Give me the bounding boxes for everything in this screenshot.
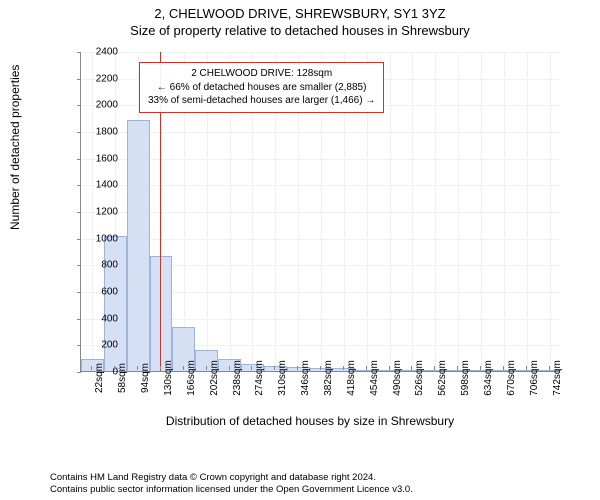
x-tick-mark	[389, 366, 390, 370]
gridline-v	[481, 52, 482, 371]
y-tick-label: 1800	[84, 127, 118, 138]
x-tick-label: 634sqm	[483, 360, 494, 396]
y-tick-label: 2400	[84, 47, 118, 58]
y-tick-mark	[77, 292, 81, 293]
x-tick-mark	[137, 366, 138, 370]
footer-line-2: Contains public sector information licen…	[50, 484, 413, 496]
gridline-v	[550, 52, 551, 371]
x-tick-label: 742sqm	[552, 360, 563, 396]
y-tick-mark	[77, 345, 81, 346]
x-tick-label: 706sqm	[529, 360, 540, 396]
x-tick-label: 454sqm	[369, 360, 380, 396]
gridline-v	[527, 52, 528, 371]
x-tick-mark	[206, 366, 207, 370]
y-tick-label: 800	[84, 260, 118, 271]
y-tick-mark	[77, 372, 81, 373]
gridline-v	[412, 52, 413, 371]
x-tick-label: 274sqm	[254, 360, 265, 396]
x-tick-mark	[114, 366, 115, 370]
x-tick-label: 598sqm	[460, 360, 471, 396]
y-axis-label: Number of detached properties	[8, 65, 22, 230]
x-tick-label: 382sqm	[323, 360, 334, 396]
y-tick-mark	[77, 185, 81, 186]
x-tick-label: 346sqm	[300, 360, 311, 396]
y-tick-mark	[77, 52, 81, 53]
chart-container: 2 CHELWOOD DRIVE: 128sqm ← 66% of detach…	[50, 46, 570, 426]
y-tick-mark	[77, 105, 81, 106]
gridline-v	[435, 52, 436, 371]
x-tick-label: 202sqm	[209, 360, 220, 396]
x-tick-mark	[503, 366, 504, 370]
x-tick-mark	[251, 366, 252, 370]
x-tick-label: 418sqm	[346, 360, 357, 396]
annotation-line-2: ← 66% of detached houses are smaller (2,…	[148, 81, 375, 95]
x-tick-label: 490sqm	[392, 360, 403, 396]
x-tick-mark	[480, 366, 481, 370]
y-tick-label: 400	[84, 313, 118, 324]
annotation-box: 2 CHELWOOD DRIVE: 128sqm ← 66% of detach…	[139, 62, 384, 113]
chart-plot-area: 2 CHELWOOD DRIVE: 128sqm ← 66% of detach…	[80, 52, 560, 372]
x-tick-mark	[434, 366, 435, 370]
x-tick-mark	[160, 366, 161, 370]
x-tick-label: 562sqm	[437, 360, 448, 396]
footer-line-1: Contains HM Land Registry data © Crown c…	[50, 472, 413, 484]
x-tick-mark	[274, 366, 275, 370]
x-tick-mark	[297, 366, 298, 370]
y-tick-mark	[77, 159, 81, 160]
annotation-line-1: 2 CHELWOOD DRIVE: 128sqm	[148, 67, 375, 81]
y-tick-label: 200	[84, 340, 118, 351]
x-tick-label: 166sqm	[186, 360, 197, 396]
y-tick-label: 1600	[84, 153, 118, 164]
y-tick-mark	[77, 132, 81, 133]
x-tick-label: 94sqm	[140, 363, 151, 393]
x-tick-mark	[343, 366, 344, 370]
y-tick-label: 1000	[84, 233, 118, 244]
x-tick-mark	[526, 366, 527, 370]
histogram-bar	[127, 120, 150, 371]
x-tick-mark	[320, 366, 321, 370]
x-tick-mark	[366, 366, 367, 370]
y-tick-mark	[77, 79, 81, 80]
x-tick-mark	[229, 366, 230, 370]
y-tick-mark	[77, 239, 81, 240]
x-tick-label: 58sqm	[117, 363, 128, 393]
x-tick-label: 22sqm	[94, 363, 105, 393]
gridline-v	[504, 52, 505, 371]
footer-attribution: Contains HM Land Registry data © Crown c…	[50, 472, 413, 496]
x-tick-label: 526sqm	[414, 360, 425, 396]
y-tick-label: 2000	[84, 100, 118, 111]
x-tick-mark	[411, 366, 412, 370]
gridline-v	[458, 52, 459, 371]
y-tick-label: 1400	[84, 180, 118, 191]
x-axis-label: Distribution of detached houses by size …	[50, 414, 570, 428]
x-tick-mark	[91, 366, 92, 370]
y-tick-mark	[77, 265, 81, 266]
y-tick-label: 600	[84, 287, 118, 298]
x-tick-label: 670sqm	[506, 360, 517, 396]
x-tick-mark	[549, 366, 550, 370]
x-tick-mark	[183, 366, 184, 370]
page-title-line2: Size of property relative to detached ho…	[0, 23, 600, 38]
x-tick-label: 238sqm	[232, 360, 243, 396]
x-tick-label: 310sqm	[277, 360, 288, 396]
annotation-line-3: 33% of semi-detached houses are larger (…	[148, 94, 375, 108]
page-title-line1: 2, CHELWOOD DRIVE, SHREWSBURY, SY1 3YZ	[0, 6, 600, 21]
y-tick-label: 1200	[84, 207, 118, 218]
gridline-v	[390, 52, 391, 371]
y-tick-mark	[77, 212, 81, 213]
y-tick-mark	[77, 319, 81, 320]
x-tick-label: 130sqm	[163, 360, 174, 396]
y-tick-label: 2200	[84, 73, 118, 84]
x-tick-mark	[457, 366, 458, 370]
